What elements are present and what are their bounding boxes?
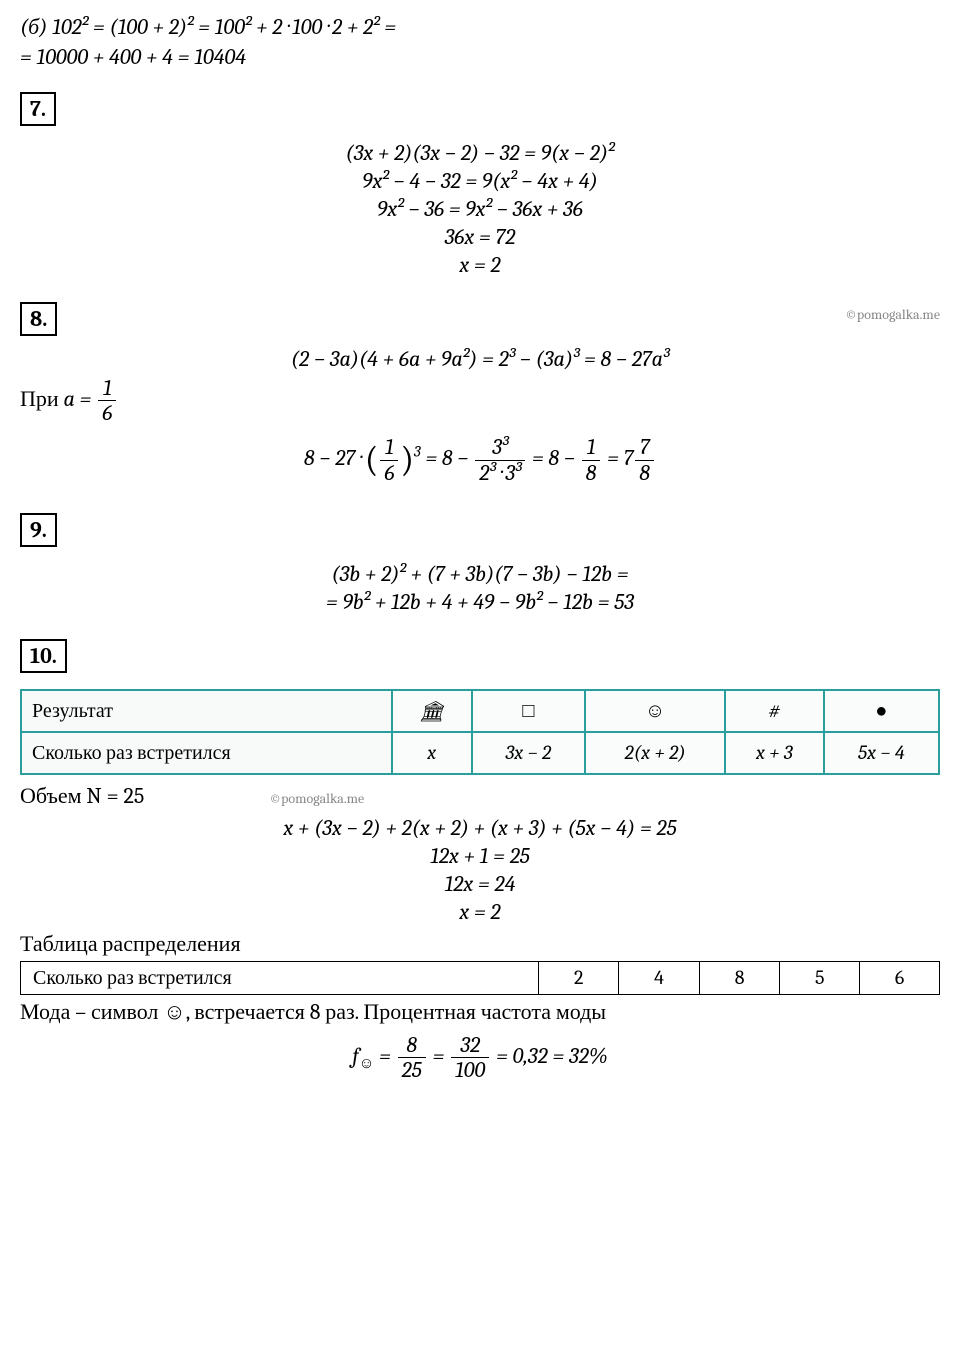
problem-b-line2: = 10000 + 400 + 4 = 10404 [20,44,940,70]
row1-cell4: # [725,690,824,732]
p10-eq1: x + (3x − 2) + 2(x + 2) + (x + 3) + (5x … [20,815,940,841]
p8-cond-frac: 16 [98,376,116,425]
p7-line1: (3x + 2)(3x − 2) − 32 = 9(x − 2)² [20,140,940,166]
problem-b-line1: (б) 102² = (100 + 2)² = 100² + 2 · 100 ·… [20,14,940,40]
p10-eq3: 12x = 24 [20,871,940,897]
p10-freq-equation: f☺ = 825 = 32100 = 0,32 = 32% [20,1033,940,1082]
p7-line4: 36x = 72 [20,224,940,250]
p10-input-table: Результат 🏛 □ ☺ # ● Сколько раз встретил… [20,689,940,775]
row1-cell2: □ [472,690,586,732]
row2-cell2: 3x − 2 [472,732,586,774]
dist-cell5: 6 [860,961,940,994]
p10-mode-text: Мода – символ ☺, встречается 8 раз. Проц… [20,999,940,1025]
p9-line1: (3b + 2)² + (7 + 3b)(7 − 3b) − 12b = [20,561,940,587]
row1-cell5: ● [824,690,939,732]
row2-cell4: x + 3 [725,732,824,774]
p10-dist-title: Таблица распределения [20,931,940,957]
dist-cell3: 8 [699,961,779,994]
table-row: Результат 🏛 □ ☺ # ● [21,690,939,732]
p8-condition: При a = 16 [20,376,940,425]
watermark-1: ©pomogalka.me [845,306,940,323]
p8-calculation: 8 − 27 · (16)3 = 8 − 3³2³ · 3³ = 8 − 18 … [20,435,940,484]
row2-cell3: 2(x + 2) [585,732,725,774]
row2-cell5: 5x − 4 [824,732,939,774]
row1-cell3: ☺ [585,690,725,732]
p10-eq2: 12x + 1 = 25 [20,843,940,869]
p10-volume-row: Объем N = 25 ©pomogalka.me [20,783,940,809]
problem-9-number: 9. [20,513,57,547]
problem-10-number: 10. [20,639,67,673]
problem-7-number: 7. [20,92,56,126]
row1-label: Результат [21,690,392,732]
p7-line5: x = 2 [20,252,940,278]
dist-label: Сколько раз встретился [21,961,539,994]
row1-cell1: 🏛 [392,690,472,732]
p9-line2: = 9b² + 12b + 4 + 49 − 9b² − 12b = 53 [20,589,940,615]
p10-eq4: x = 2 [20,899,940,925]
p10-volume-text: Объем N = 25 [20,783,144,809]
table-row: Сколько раз встретился 2 4 8 5 6 [21,961,940,994]
table-row: Сколько раз встретился x 3x − 2 2(x + 2)… [21,732,939,774]
row2-cell1: x [392,732,472,774]
p7-line3: 9x² − 36 = 9x² − 36x + 36 [20,196,940,222]
p8-cond-prefix: При [20,386,64,412]
dist-cell2: 4 [619,961,700,994]
row2-label: Сколько раз встретился [21,732,392,774]
dist-cell4: 5 [780,961,860,994]
p7-line2: 9x² − 4 − 32 = 9(x² − 4x + 4) [20,168,940,194]
p8-cond-var: a = [64,386,97,412]
problem-8-number: 8. [20,302,57,336]
p8-line1: (2 − 3a)(4 + 6a + 9a²) = 2³ − (3a)³ = 8 … [20,346,940,372]
watermark-2: ©pomogalka.me [269,790,364,807]
dist-cell1: 2 [539,961,619,994]
p10-distribution-table: Сколько раз встретился 2 4 8 5 6 [20,961,940,995]
